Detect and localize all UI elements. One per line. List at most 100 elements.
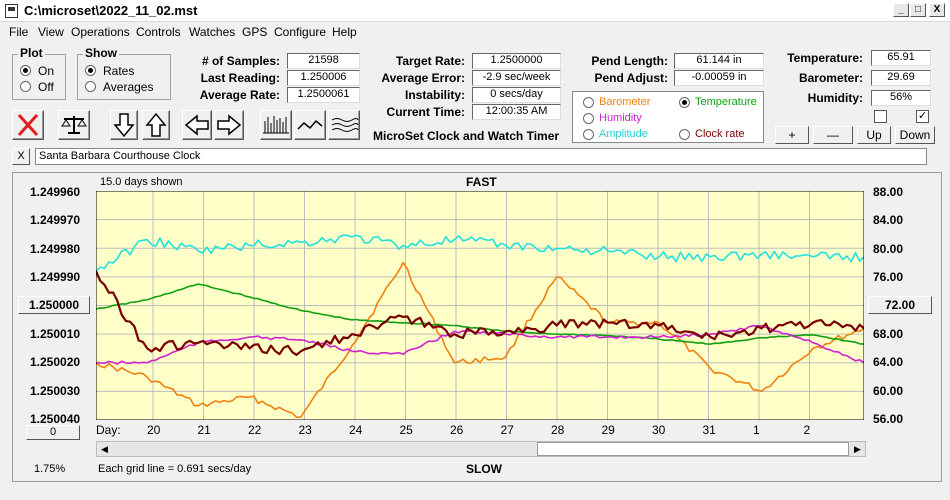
amplitude-option[interactable]: Amplitude	[599, 128, 648, 140]
show-averages-radio[interactable]	[85, 81, 96, 92]
balance-scale-icon	[61, 116, 87, 134]
app-icon[interactable]	[5, 4, 18, 18]
barometer-radio[interactable]	[583, 97, 594, 108]
menu-bar: File View Operations Controls Watches GP…	[0, 22, 950, 42]
menu-gps[interactable]: GPS	[242, 25, 268, 39]
rate-chart[interactable]	[96, 191, 864, 420]
wave-icon	[297, 119, 323, 130]
series-line-clock-rate	[96, 270, 864, 356]
down-button[interactable]: Down	[895, 126, 935, 144]
center-rate-button[interactable]: 1.250000	[18, 296, 90, 314]
x-tick-label: 29	[601, 423, 615, 437]
x-axis-ticks: 20 21 22 23 24 25 26 27 28 29 30 31 1 2	[96, 423, 864, 439]
percent-label: 1.75%	[34, 463, 66, 475]
scroll-thumb[interactable]	[537, 442, 849, 456]
close-window-button[interactable]: X	[929, 3, 945, 17]
arrow-right-icon	[217, 114, 242, 136]
menu-help[interactable]: Help	[332, 25, 357, 39]
plot-on-radio[interactable]	[20, 65, 31, 76]
grid-lines	[96, 191, 864, 420]
plus-button[interactable]: +	[775, 126, 809, 144]
bars-icon	[263, 116, 289, 134]
arrow-down-button[interactable]	[110, 110, 138, 140]
humidity-option[interactable]: Humidity	[599, 112, 642, 124]
show-rates-label[interactable]: Rates	[103, 64, 135, 78]
center-temp-button[interactable]: 72.00	[868, 296, 932, 314]
clock-rate-radio[interactable]	[679, 129, 690, 140]
env-checkbox-2[interactable]: ✓	[916, 110, 929, 123]
window-title: C:\microset\2022_11_02.mst	[24, 3, 198, 18]
minus-button[interactable]: —	[813, 126, 853, 144]
samples-label: # of Samples:	[201, 54, 280, 68]
x-tick-label: 30	[652, 423, 666, 437]
smooth-graph-button[interactable]	[328, 110, 360, 140]
arrow-left-button[interactable]	[182, 110, 212, 140]
last-reading-label: Last Reading:	[200, 71, 280, 85]
humidity-radio[interactable]	[583, 113, 594, 124]
x-tick-label: 21	[197, 423, 211, 437]
red-x-icon	[17, 113, 39, 137]
y-right-tick: 80.00	[873, 242, 904, 256]
clock-rate-option[interactable]: Clock rate	[695, 128, 745, 140]
plot-off-radio[interactable]	[20, 81, 31, 92]
x-tick-label: 25	[399, 423, 413, 437]
x-tick-label: 27	[500, 423, 514, 437]
arrow-right-button[interactable]	[214, 110, 244, 140]
y-right-tick: 56.00	[873, 412, 904, 426]
temperature-field: 65.91	[871, 50, 931, 66]
menu-file[interactable]: File	[9, 25, 29, 39]
menu-operations[interactable]: Operations	[71, 25, 130, 39]
balance-button[interactable]	[58, 110, 90, 140]
delete-button[interactable]	[12, 110, 44, 140]
scroll-left-arrow[interactable]: ◀	[101, 444, 108, 454]
show-rates-radio[interactable]	[85, 65, 96, 76]
target-rate-label: Target Rate:	[395, 54, 465, 68]
menu-watches[interactable]: Watches	[189, 25, 236, 39]
series-line-humidity	[96, 324, 864, 365]
bar-graph-button[interactable]	[260, 110, 292, 140]
average-rate-label: Average Rate:	[199, 88, 280, 102]
clock-close-button[interactable]: X	[12, 148, 30, 165]
time-scrollbar[interactable]: ◀ ▶	[96, 441, 866, 457]
x-tick-label: 20	[147, 423, 161, 437]
clock-name-field[interactable]: Santa Barbara Courthouse Clock	[35, 148, 927, 165]
barometer-field: 29.69	[871, 70, 931, 86]
last-reading-field: 1.250006	[287, 70, 360, 86]
plot-off-label[interactable]: Off	[38, 80, 54, 94]
current-time-label: Current Time:	[386, 105, 465, 119]
menu-view[interactable]: View	[38, 25, 64, 39]
barometer-option[interactable]: Barometer	[599, 96, 651, 108]
up-button[interactable]: Up	[857, 126, 891, 144]
arrow-up-button[interactable]	[142, 110, 170, 140]
minimize-button[interactable]: _	[893, 3, 909, 17]
env-checkbox-1[interactable]	[874, 110, 887, 123]
x-tick-label: 31	[702, 423, 716, 437]
show-group	[77, 54, 171, 100]
arrow-left-icon	[184, 114, 209, 136]
menu-controls[interactable]: Controls	[136, 25, 181, 39]
average-rate-field: 1.2500061	[287, 87, 360, 103]
y-left-tick: 1.250020	[30, 355, 81, 369]
temperature-label: Temperature:	[787, 51, 863, 65]
line-graph-button[interactable]	[294, 110, 326, 140]
pend-adjust-field: -0.00059 in	[674, 70, 764, 86]
maximize-button[interactable]: □	[910, 3, 926, 17]
show-averages-label[interactable]: Averages	[103, 80, 154, 94]
day-label: Day:	[96, 423, 121, 437]
pend-length-field: 61.144 in	[674, 53, 764, 69]
humidity-label: Humidity:	[807, 91, 863, 105]
amplitude-radio[interactable]	[583, 129, 594, 140]
y-left-tick: 1.249960	[30, 185, 81, 199]
current-time-field: 12:00:35 AM	[472, 104, 561, 120]
temperature-option[interactable]: Temperature	[695, 96, 757, 108]
y-left-tick: 1.249990	[30, 270, 81, 284]
scroll-right-arrow[interactable]: ▶	[854, 444, 861, 454]
menu-configure[interactable]: Configure	[274, 25, 327, 39]
plot-on-label[interactable]: On	[38, 64, 55, 78]
arrow-down-icon	[113, 113, 135, 138]
target-rate-field[interactable]: 1.2500000	[472, 53, 561, 69]
humidity-field: 56%	[871, 90, 931, 106]
temperature-radio[interactable]	[679, 97, 690, 108]
series-line-amplitude	[96, 234, 864, 272]
offset-button[interactable]: 0	[26, 425, 80, 440]
